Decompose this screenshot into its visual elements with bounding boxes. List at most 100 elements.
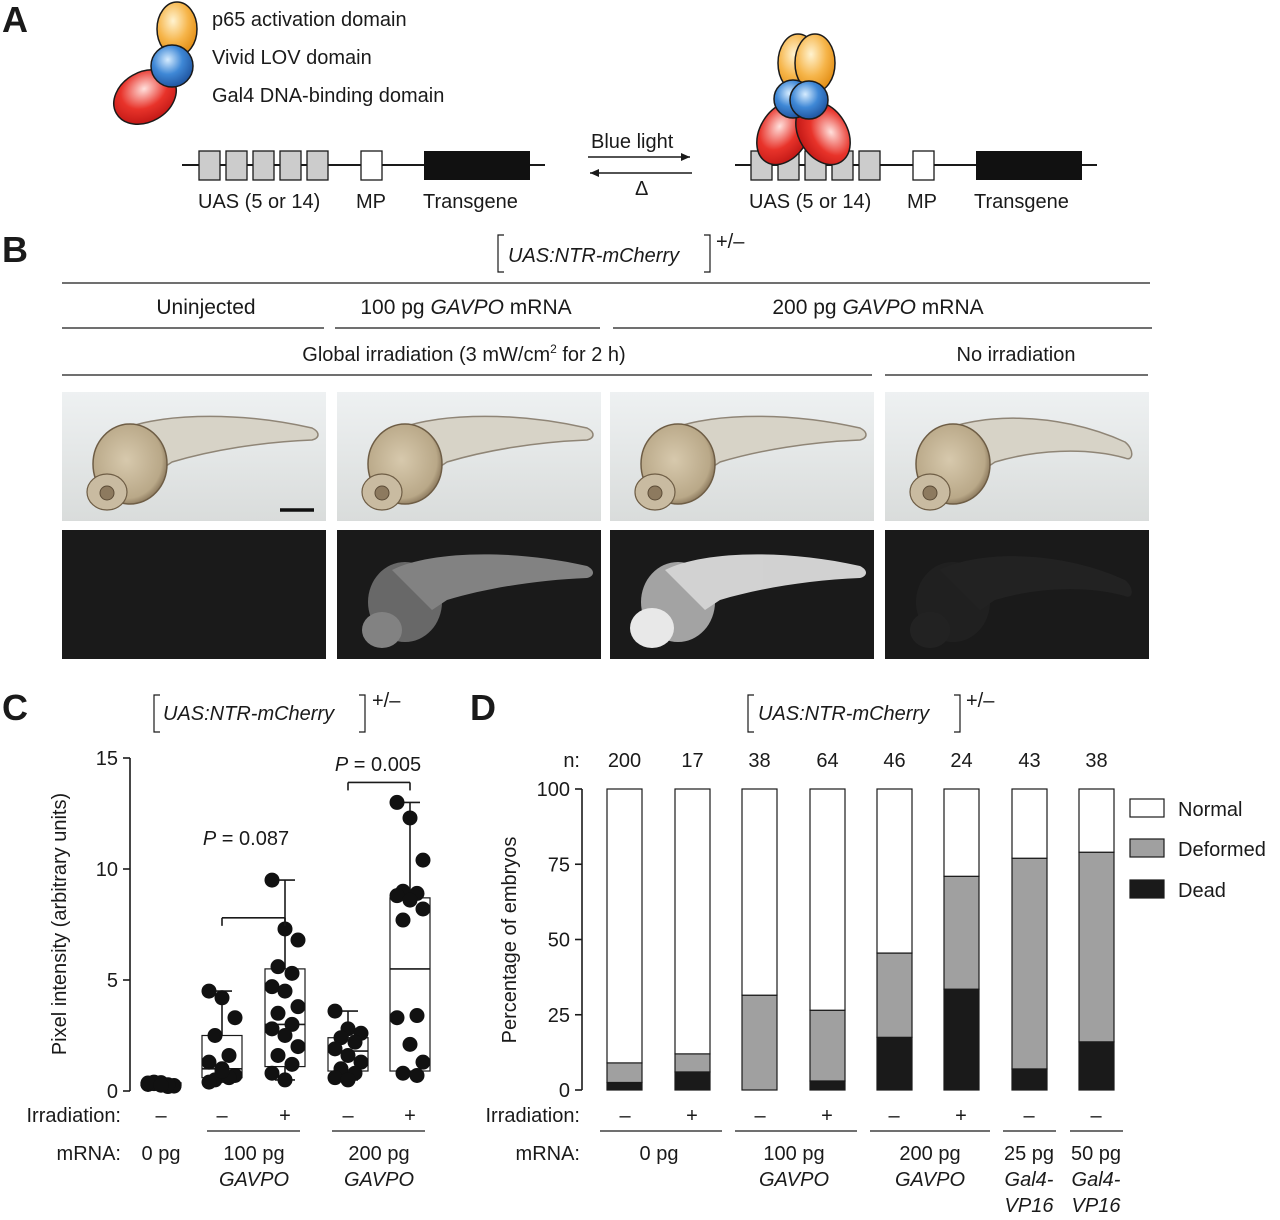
n-value: 46 — [883, 750, 905, 772]
uas-box — [306, 150, 329, 181]
irr-mark: + — [686, 1105, 698, 1127]
data-point — [389, 794, 405, 810]
irradiation-label-d: Irradiation: — [486, 1105, 581, 1127]
bar-segment-dead — [809, 1080, 846, 1091]
mrna-group: 50 pg — [1071, 1143, 1121, 1165]
p-value-2: P = 0.005 — [335, 754, 421, 776]
image-background — [62, 530, 326, 659]
fluor-embryo — [630, 554, 866, 648]
panel-c-label: C — [2, 687, 28, 728]
brightfield-image — [62, 392, 326, 521]
bar-segment-normal — [809, 788, 846, 1011]
data-point — [415, 852, 431, 868]
data-point — [140, 1075, 156, 1091]
fluorescence-image — [885, 530, 1149, 659]
y-tick-label: 0 — [559, 1080, 570, 1102]
genotype-d: UAS:NTR-mCherry — [758, 703, 930, 725]
data-point — [214, 1063, 230, 1079]
legend-label: Dead — [1178, 880, 1226, 902]
data-point — [290, 1039, 306, 1055]
genotype-b: UAS:NTR-mCherry — [508, 245, 680, 267]
irr-mark: + — [279, 1105, 291, 1127]
no-irradiation-label: No irradiation — [957, 344, 1076, 366]
data-point — [327, 1070, 343, 1086]
genotype-bracket-left — [497, 234, 504, 273]
bar-segment-deformed — [809, 1009, 846, 1082]
genotype-c: UAS:NTR-mCherry — [163, 703, 335, 725]
construct-left — [182, 150, 545, 181]
genotype-bracket-right — [704, 234, 711, 273]
data-point — [340, 1072, 356, 1088]
group-label-uninjected: Uninjected — [156, 296, 255, 319]
dark-reversion-label: Δ — [635, 178, 648, 200]
transgene-box — [424, 151, 530, 180]
data-point — [277, 921, 293, 937]
y-axis-label-c: Pixel intensity (arbitrary units) — [49, 793, 71, 1055]
protein-monomer — [113, 1, 198, 125]
genotype-bracket-right — [954, 694, 961, 733]
data-point — [221, 1047, 237, 1063]
data-point — [284, 1056, 300, 1072]
data-point — [264, 872, 280, 888]
legend-label: Normal — [1178, 799, 1242, 821]
irr-mark: + — [955, 1105, 967, 1127]
label-uas-left: UAS (5 or 14) — [198, 191, 320, 213]
data-point — [270, 1047, 286, 1063]
data-point — [327, 1041, 343, 1057]
label-transgene-right: Transgene — [974, 191, 1069, 213]
irr-mark: + — [821, 1105, 833, 1127]
legend-gal4: Gal4 DNA-binding domain — [212, 85, 444, 107]
mrna-group: 25 pg — [1004, 1143, 1054, 1165]
bar-segment-deformed — [741, 994, 778, 1091]
irr-mark: – — [888, 1105, 900, 1127]
group-label-100pg: 100 pg GAVPO mRNA — [360, 296, 571, 319]
embryo-eye — [374, 485, 390, 501]
data-point — [402, 892, 418, 908]
bar-segment-normal — [1078, 788, 1115, 853]
label-uas-right: UAS (5 or 14) — [749, 191, 871, 213]
panel-b-label: B — [2, 229, 28, 270]
bar-segment-dead — [876, 1036, 913, 1091]
irr-mark: – — [1090, 1105, 1102, 1127]
mrna-group: GAVPO — [895, 1169, 965, 1191]
mrna-group: GAVPO — [219, 1169, 289, 1191]
y-tick-label: 0 — [107, 1081, 118, 1103]
data-point — [290, 999, 306, 1015]
legend-p65: p65 activation domain — [212, 9, 407, 31]
data-point — [340, 1047, 356, 1063]
legend-swatch — [1129, 838, 1165, 858]
irr-mark: – — [754, 1105, 766, 1127]
irradiation-label-c: Irradiation: — [27, 1105, 122, 1127]
mrna-group: 0 pg — [640, 1143, 679, 1165]
bar-segment-deformed — [1011, 857, 1048, 1070]
data-point — [270, 959, 286, 975]
bar-segment-normal — [1011, 788, 1048, 859]
n-value: 64 — [816, 750, 838, 772]
y-tick-label: 75 — [548, 854, 570, 876]
n-label: n: — [563, 750, 580, 772]
y-tick-label: 100 — [537, 779, 570, 801]
data-point — [409, 1067, 425, 1083]
genotype-d-sup: +/– — [966, 690, 995, 712]
transgene-box — [976, 151, 1082, 180]
lov-domain — [150, 44, 194, 88]
data-point — [389, 888, 405, 904]
data-point — [201, 1074, 217, 1090]
genotype-c-sup: +/– — [372, 690, 401, 712]
n-value: 17 — [681, 750, 703, 772]
irr-mark: – — [619, 1105, 631, 1127]
n-value: 24 — [950, 750, 972, 772]
data-point — [284, 965, 300, 981]
bar-segment-dead — [1011, 1068, 1048, 1091]
legend-label: Deformed — [1178, 839, 1266, 861]
data-point — [327, 1003, 343, 1019]
bar-segment-normal — [606, 788, 643, 1064]
mrna-group: 100 pg — [763, 1143, 824, 1165]
p-value-1: P = 0.087 — [203, 828, 289, 850]
fluorescence-image — [337, 530, 601, 659]
data-point — [277, 1028, 293, 1043]
y-tick-label: 5 — [107, 970, 118, 992]
bar-segment-normal — [741, 788, 778, 996]
data-point — [264, 1021, 280, 1037]
y-tick-label: 50 — [548, 930, 570, 952]
